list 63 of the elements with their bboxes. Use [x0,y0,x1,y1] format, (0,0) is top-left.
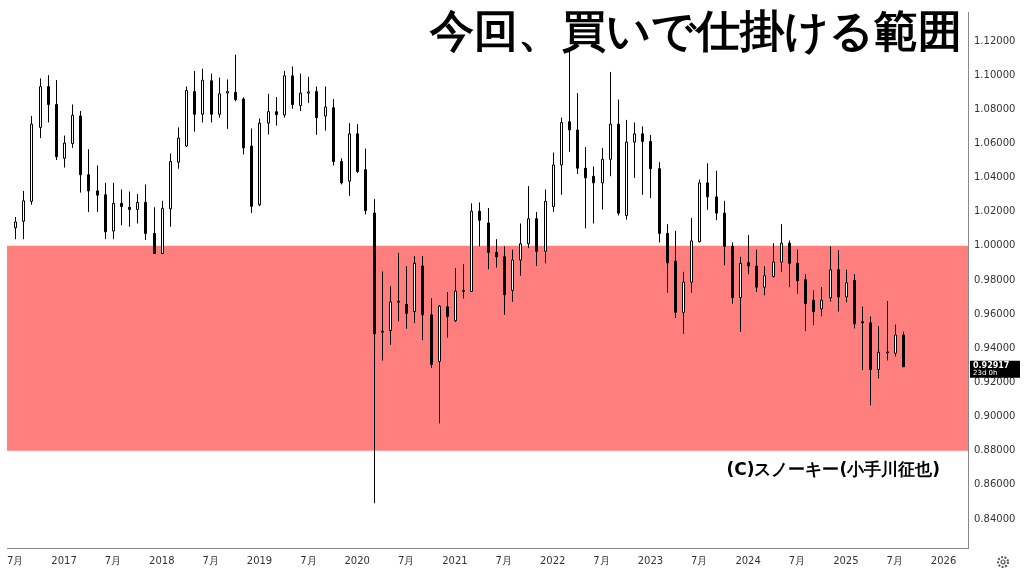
candlestick [291,65,294,110]
x-tick-label: 7月 [691,554,708,566]
x-tick-label: 7月 [202,554,219,566]
chart-title: 今回、買いで仕掛ける範囲 [430,4,962,58]
y-tick-label: 1.00000 [974,239,1016,251]
y-tick-label: 1.06000 [974,137,1016,149]
candlestick [39,77,42,139]
candlestick [47,74,50,123]
x-tick-label: 7月 [6,554,24,566]
candlestick [519,223,522,277]
candlestick [348,122,351,197]
candlestick [763,265,766,296]
candlestick [690,217,693,294]
y-tick-label: 1.08000 [974,102,1016,114]
x-tick-label: 2019 [246,554,273,566]
y-tick-label: 1.04000 [974,171,1016,183]
y-tick-label: 0.90000 [974,410,1016,422]
x-tick-label: 7月 [300,554,317,566]
x-tick-label: 7月 [788,554,806,566]
x-tick-label: 7月 [397,554,415,566]
y-tick-label: 0.92000 [974,376,1016,388]
candlestick [658,161,661,243]
x-tick-label: 2025 [833,554,859,566]
x-tick-label: 7月 [104,554,122,566]
candlestick [715,170,718,221]
candlestick [894,324,897,357]
y-tick-label: 1.10000 [974,68,1016,80]
candlestick [218,77,221,119]
candlestick [226,78,229,130]
y-tick-label: 0.94000 [974,341,1016,353]
candlestick [210,73,213,123]
candlestick [576,92,579,175]
candlestick [535,211,538,267]
x-tick-label: 2024 [735,554,761,566]
y-tick-label: 0.98000 [974,273,1016,285]
x-tick-label: 2026 [930,554,957,566]
candlestick [641,125,644,196]
candlestick [430,297,433,369]
x-tick-label: 2022 [539,554,566,566]
x-tick-label: 2021 [442,554,468,566]
candlestick [356,123,359,174]
candlestick [267,93,270,136]
candlestick [193,70,196,133]
x-tick-label: 2023 [637,554,664,566]
y-tick-label: 0.84000 [974,512,1016,524]
x-tick-label: 7月 [593,554,610,566]
x-tick-label: 7月 [495,554,512,566]
candlestick [22,190,25,240]
x-tick-label: 7月 [886,554,903,566]
candlestick [633,121,636,179]
candlestick [96,164,99,213]
x-tick-label: 2017 [51,554,77,566]
candlestick [869,315,872,406]
x-tick-label: 2018 [149,554,175,566]
annotation: (C)スノーキー(小手川征也) [726,458,940,481]
text: 0.92917 [973,360,1010,370]
x-tick-label: 2020 [344,554,370,566]
y-tick-label: 1.02000 [974,205,1016,217]
y-tick-label: 0.86000 [974,478,1016,490]
y-tick-label: 0.88000 [974,444,1016,456]
y-tick-label: 1.12000 [974,34,1016,46]
y-tick-label: 0.96000 [974,307,1016,319]
candlestick [307,76,310,104]
